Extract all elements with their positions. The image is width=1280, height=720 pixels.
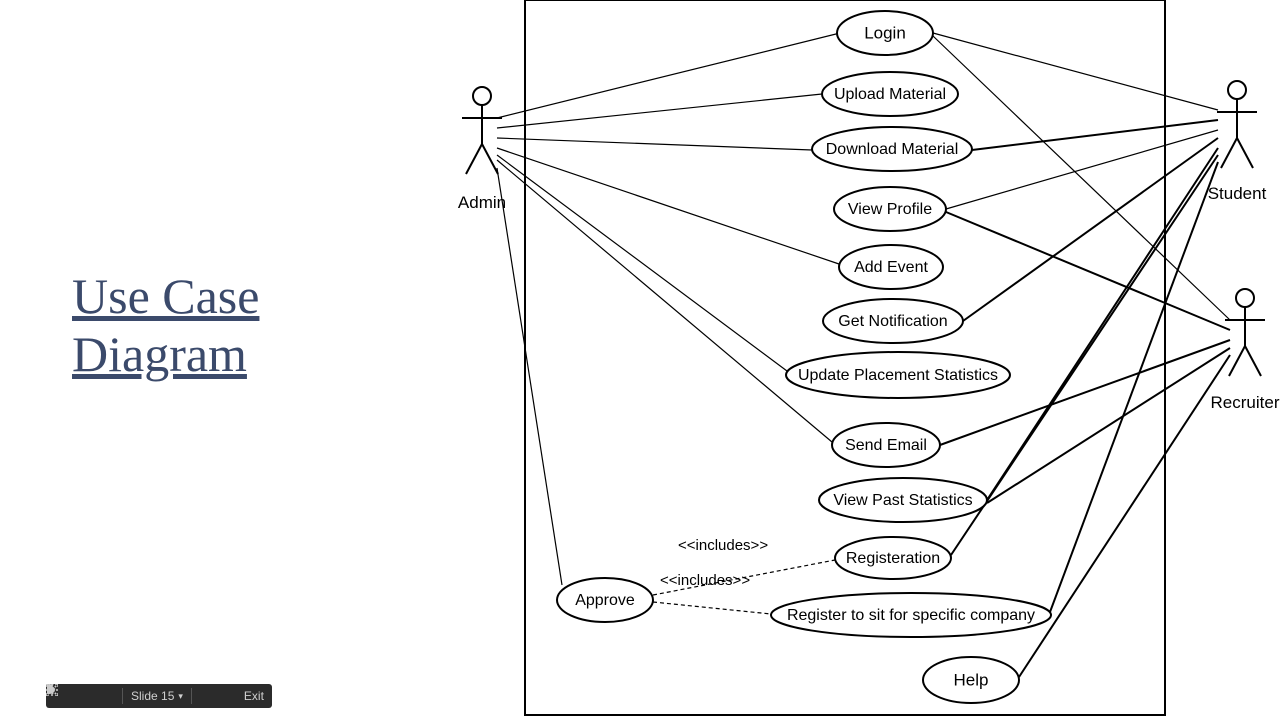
association-line: [946, 212, 1230, 330]
association-line: [497, 160, 832, 442]
usecase-label-addevent: Add Event: [854, 259, 928, 276]
association-line: [497, 155, 787, 371]
usecase-label-updstat: Update Placement Statistics: [798, 367, 998, 384]
actor-student-head: [1228, 81, 1246, 99]
actor-recruiter-leg: [1229, 346, 1245, 376]
usecase-label-regsit: Register to sit for specific company: [787, 607, 1035, 624]
association-line: [497, 94, 822, 128]
association-line: [963, 138, 1218, 321]
actor-label-recruiter: Recruiter: [1211, 393, 1280, 412]
next-slide-button[interactable]: [98, 687, 116, 705]
settings-button[interactable]: [220, 687, 238, 705]
actor-recruiter-leg: [1245, 346, 1261, 376]
association-line: [946, 130, 1218, 209]
usecase-label-login: Login: [864, 23, 906, 42]
usecase-label-viewpast: View Past Statistics: [833, 492, 972, 509]
actor-admin-leg: [482, 144, 498, 174]
association-line: [933, 36, 1230, 320]
exit-button[interactable]: Exit: [244, 689, 264, 703]
association-line: [497, 138, 812, 150]
association-line: [497, 148, 839, 264]
toolbar-separator: [191, 688, 192, 704]
association-line: [933, 33, 1218, 110]
toolbar-separator: [122, 688, 123, 704]
slide-picker[interactable]: Slide 15 ▾: [131, 689, 183, 703]
fullscreen-button[interactable]: [198, 687, 216, 705]
actor-admin-leg: [466, 144, 482, 174]
presenter-toolbar: Slide 15 ▾ Exit: [46, 684, 272, 708]
actor-admin-head: [473, 87, 491, 105]
slide-number-label: Slide 15: [131, 689, 174, 703]
gear-icon: [46, 684, 58, 696]
association-line: [497, 33, 840, 118]
usecase-label-register: Registeration: [846, 550, 940, 567]
caret-down-icon: ▾: [178, 691, 183, 702]
play-button[interactable]: [76, 687, 94, 705]
actor-label-student: Student: [1208, 184, 1267, 203]
exit-label: Exit: [244, 689, 264, 703]
actor-label-admin: Admin: [458, 193, 506, 212]
association-line: [1050, 162, 1218, 612]
association-line: [972, 120, 1218, 150]
usecase-label-help: Help: [954, 670, 989, 689]
usecase-label-download: Download Material: [826, 141, 959, 158]
usecase-label-viewprof: View Profile: [848, 201, 932, 218]
association-line: [987, 148, 1218, 500]
include-label: <<includes>>: [660, 572, 750, 589]
usecase-label-getnotif: Get Notification: [838, 313, 947, 330]
use-case-diagram: <<includes>> <<includes>> Login Upload Mate…: [0, 0, 1280, 720]
actor-recruiter-head: [1236, 289, 1254, 307]
usecase-label-approve: Approve: [575, 592, 635, 609]
actor-student-leg: [1221, 138, 1237, 168]
actor-student-leg: [1237, 138, 1253, 168]
usecase-label-sendmail: Send Email: [845, 437, 927, 454]
usecase-label-upload: Upload Material: [834, 86, 946, 103]
include-label: <<includes>>: [678, 537, 768, 554]
association-line: [951, 155, 1218, 555]
association-line: [987, 348, 1230, 503]
association-line: [497, 168, 562, 585]
include-line: [653, 602, 771, 614]
